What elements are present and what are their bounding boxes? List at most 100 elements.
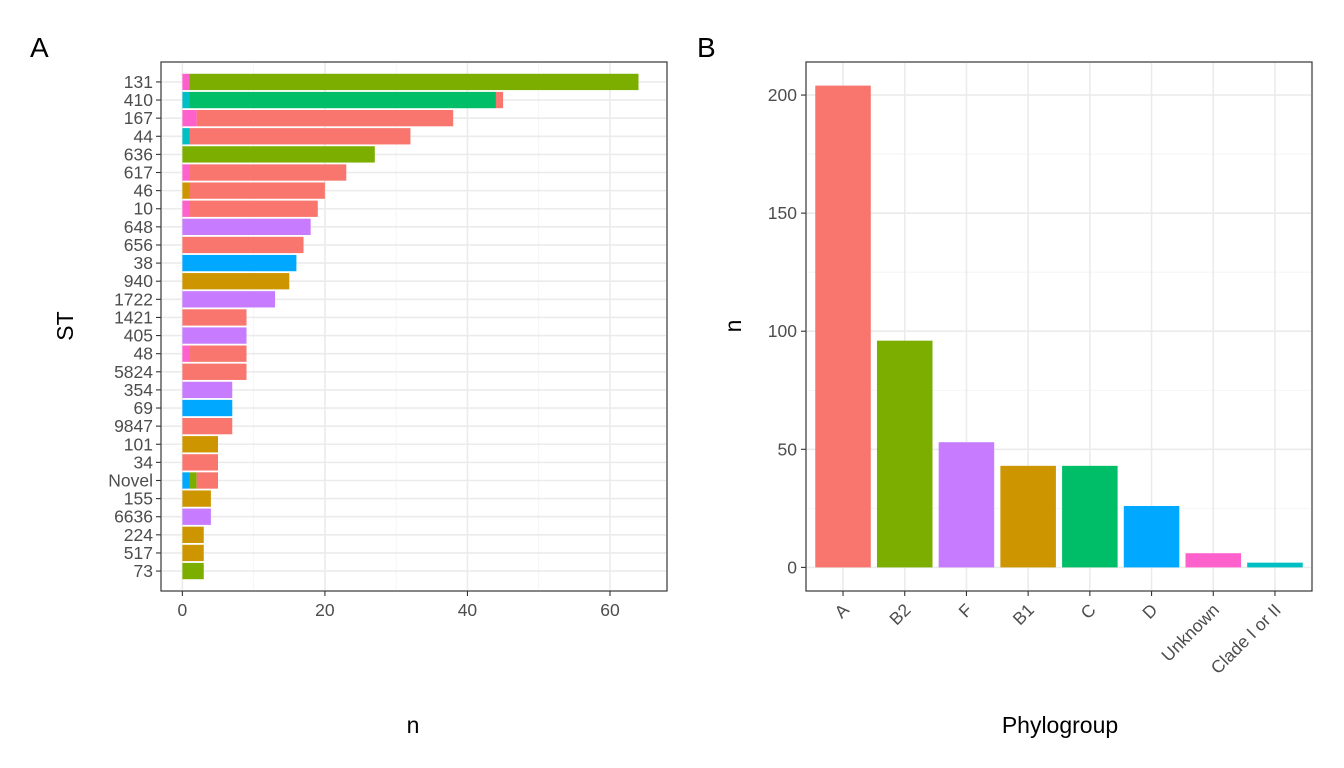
panel-b-bars [815,85,1303,568]
panel-a-y-tick-label: 940 [124,271,153,291]
panel-b-x-axis-title: Phylogroup [1002,712,1118,738]
bar-st-410-c [189,91,496,109]
panel-a-y-tick-label: 354 [124,380,153,400]
panel-a-y-tick-label: 155 [124,489,153,509]
panel-a-y-tick-label: 410 [124,90,153,110]
panel-b-x-tick-label: A [830,599,853,622]
bar-st-44-clade-i-or-ii [182,128,190,145]
panel-a-y-tick-label: 656 [124,235,153,255]
bar-st-46-a [189,182,325,199]
panel-a-y-tick-label: 167 [124,108,153,128]
bar-st-1421-a [182,309,247,326]
bar-st-648-f [182,218,311,236]
panel-a-y-tick-label: 73 [134,561,153,581]
bar-st-10-a [189,200,318,217]
panel-b-x-tick-label: B1 [1009,600,1038,629]
panel-a-y-tick-label: 648 [124,217,153,237]
panel-a-y-tick-label: 9847 [114,416,153,436]
panel-a-y-tick-label: 636 [124,144,153,164]
bar-st-34-a [182,454,219,471]
panel-a-y-tick-label: Novel [108,470,153,490]
bar-st-48-a [189,345,247,362]
bar-st-5824-a [182,363,247,380]
panel-a-tag: A [30,32,49,63]
panel-a-y-tick-label: 517 [124,543,153,563]
bar-st-636-b2 [182,146,375,163]
bar-phylogroup-c [1062,465,1118,568]
bar-st-155-b1 [182,490,211,507]
bar-phylogroup-f [938,442,995,568]
panel-a-bars [182,73,639,580]
panel-a-x-axis: 0 20 40 60 [178,591,620,620]
bar-st-38-d [182,254,297,272]
bar-st-1722-f [182,291,276,308]
bar-st-69-d [182,399,233,417]
bar-st-517-b1 [182,544,204,562]
panel-b-y-tick-label: 150 [768,203,797,223]
panel-a-x-tick-label: 60 [600,600,620,620]
panel-b-y-tick-label: 0 [787,557,797,577]
bar-phylogroup-b1 [1000,465,1056,568]
bar-st-6636-f [182,508,211,525]
panel-a-y-tick-label: 38 [134,253,153,273]
panel-a-x-axis-title: n [407,712,420,738]
bar-phylogroup-d [1123,505,1180,568]
panel-b-x-tick-label: D [1138,600,1161,623]
panel-a-y-tick-label: 44 [134,126,154,146]
bar-st-617-a [189,164,347,181]
panel-a-y-tick-label: 1722 [114,289,153,309]
panel-a-x-tick-label: 40 [458,600,478,620]
panel-a-st-chart: A 13141016744636617461064865638940172214… [30,32,668,738]
panel-a-y-axis-title: ST [52,311,78,340]
bar-st-48-unknown [182,345,190,362]
panel-b-y-tick-label: 200 [768,85,797,105]
bar-st-46-b1 [182,182,190,199]
bar-st-405-f [182,327,247,344]
panel-a-y-tick-label: 34 [134,452,154,472]
panel-b-x-tick-label: Unknown [1157,600,1223,666]
panel-a-x-tick-label: 20 [315,600,335,620]
panel-a-border [160,61,668,592]
panel-a-y-tick-label: 48 [134,344,153,364]
panel-a-y-tick-label: 69 [134,398,153,418]
panel-b-x-tick-label: B2 [885,600,914,629]
bar-st-131-unknown [182,73,190,91]
panel-b-y-axis: 0 50 100 150 200 [768,85,806,577]
panel-a-x-tick-label: 0 [178,600,188,620]
bar-phylogroup-a [815,85,871,568]
bar-phylogroup-clade-i-or-ii [1247,562,1303,568]
bar-phylogroup-b2 [876,340,933,568]
bar-st-410-clade-i-or-ii [182,91,190,109]
bar-st-131-b2 [189,73,639,91]
bar-st-101-b1 [182,436,219,453]
bar-st-novel-d [182,472,190,489]
panel-a-y-tick-label: 1421 [114,307,153,327]
panel-a-y-tick-label: 101 [124,434,153,454]
bar-st-novel-a [196,472,219,489]
panel-a-y-tick-label: 617 [124,163,153,183]
panel-a-y-tick-label: 46 [134,181,153,201]
panel-b-y-tick-label: 100 [768,321,797,341]
panel-a-y-tick-label: 5824 [114,362,153,382]
bar-st-656-a [182,236,304,254]
bar-st-167-unknown [182,110,197,127]
panel-a-y-tick-label: 405 [124,326,153,346]
panel-a-y-tick-label: 131 [124,72,153,92]
bar-st-novel-b2 [189,472,197,489]
panel-a-y-tick-label: 10 [134,199,154,219]
bar-st-617-unknown [182,164,190,181]
panel-b-border [805,61,1313,592]
bar-st-44-a [189,128,411,145]
bar-st-354-f [182,381,233,399]
bar-st-73-b2 [182,562,204,580]
bar-st-940-b1 [182,273,290,290]
panel-b-y-axis-title: n [720,320,746,333]
panel-b-x-tick-label: C [1077,600,1100,623]
panel-a-y-axis: 1314101674463661746106486563894017221421… [108,72,161,581]
bar-st-9847-a [182,417,233,435]
bar-st-410-a [495,91,504,109]
panel-a-y-tick-label: 6636 [114,507,153,527]
